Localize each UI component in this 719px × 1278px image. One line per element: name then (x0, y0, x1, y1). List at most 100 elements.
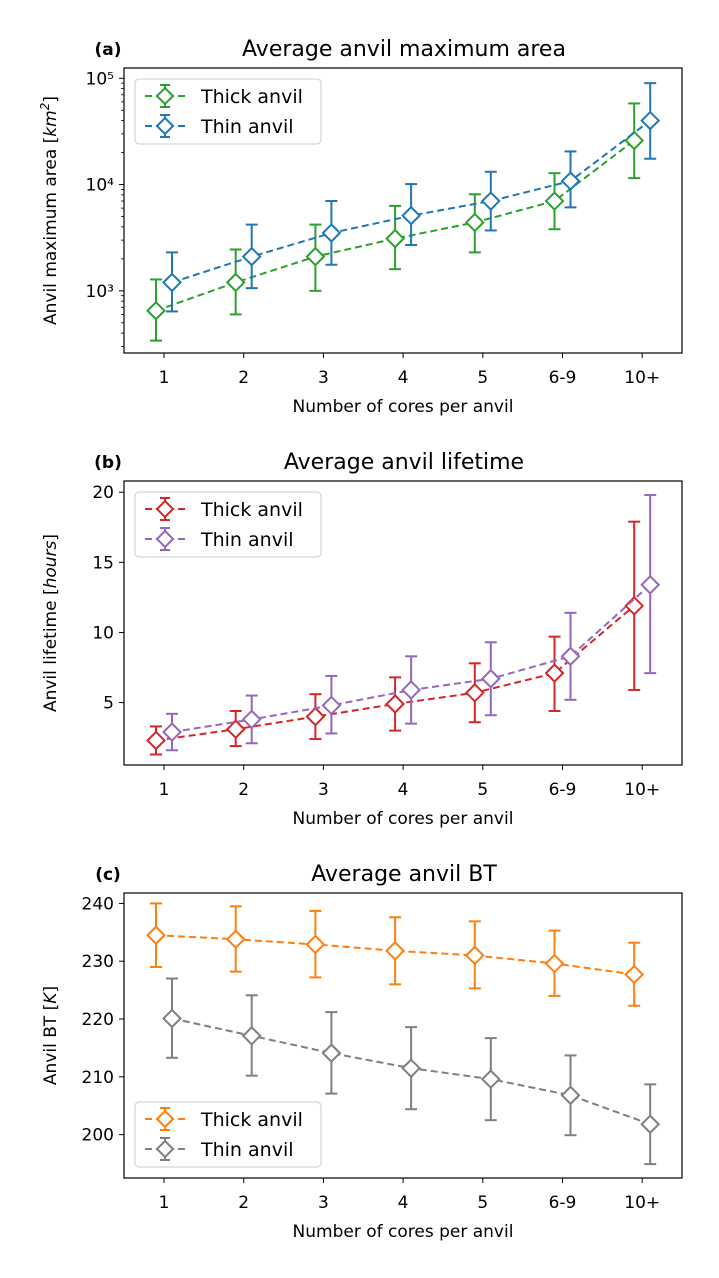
y-tick-label: 10⁴ (86, 176, 115, 196)
legend-marker (155, 1139, 175, 1159)
data-point (162, 1008, 182, 1029)
data-point (544, 953, 565, 974)
x-tick-label: 5 (477, 780, 488, 800)
data-point (305, 246, 326, 267)
panel-c: (c) Average anvil BT Number of cores per… (41, 862, 683, 1242)
legend-label: Thick anvil (200, 1109, 303, 1131)
data-point (640, 1114, 661, 1135)
data-point (464, 682, 485, 703)
data-point (321, 695, 342, 716)
data-point (241, 709, 262, 730)
x-tick-label: 1 (159, 368, 170, 388)
data-point (146, 300, 166, 321)
legend-label: Thin anvil (200, 1139, 294, 1161)
data-point (162, 272, 182, 293)
data-point (560, 171, 581, 191)
data-point (480, 668, 501, 689)
x-tick-label: 6-9 (549, 368, 577, 388)
panel-label: (a) (94, 40, 121, 60)
data-point (624, 130, 645, 151)
x-tick-label: 10+ (624, 1193, 660, 1213)
x-tick-label: 4 (398, 1193, 409, 1213)
legend-marker (155, 86, 175, 106)
data-point (225, 929, 246, 950)
x-tick-label: 4 (398, 780, 409, 800)
x-tick-label: 3 (318, 1193, 329, 1213)
chart-title: Average anvil maximum area (242, 37, 566, 62)
data-point (464, 945, 485, 966)
data-point (241, 1025, 262, 1046)
data-point (321, 1043, 342, 1064)
x-tick-label: 2 (238, 368, 249, 388)
x-tick-label: 5 (477, 368, 488, 388)
x-axis-label: Number of cores per anvil (293, 1222, 514, 1242)
y-tick-label: 10³ (86, 282, 114, 302)
data-point (640, 574, 661, 595)
x-tick-label: 4 (398, 368, 409, 388)
data-point (225, 272, 246, 293)
legend-label: Thin anvil (200, 529, 294, 551)
x-tick-label: 1 (159, 780, 170, 800)
y-tick-label: 220 (82, 1010, 114, 1030)
x-axis-label: Number of cores per anvil (293, 809, 514, 829)
legend-marker (155, 499, 175, 519)
legend-marker (155, 1109, 175, 1129)
data-point (624, 964, 645, 985)
legend-marker (155, 529, 175, 549)
panel-label: (b) (94, 453, 122, 473)
y-tick-label: 10 (92, 623, 114, 643)
legend-label: Thick anvil (200, 499, 303, 521)
x-tick-label: 2 (238, 780, 249, 800)
y-axis-label: Anvil maximum area [km2] (38, 96, 61, 325)
data-point (146, 730, 166, 751)
x-tick-label: 10+ (624, 368, 660, 388)
y-axis-label: Anvil lifetime [hours] (41, 534, 61, 712)
y-tick-label: 20 (92, 483, 114, 503)
chart-title: Average anvil BT (311, 862, 497, 887)
x-tick-label: 10+ (624, 780, 660, 800)
x-axis-label: Number of cores per anvil (293, 397, 514, 417)
x-tick-label: 2 (238, 1193, 249, 1213)
data-point (401, 680, 422, 700)
data-point (560, 646, 581, 667)
chart-title: Average anvil lifetime (284, 450, 524, 475)
legend-label: Thick anvil (200, 86, 303, 108)
data-point (241, 246, 262, 267)
data-point (225, 719, 246, 740)
y-tick-label: 230 (82, 952, 114, 972)
data-point (321, 223, 342, 243)
y-tick-label: 200 (82, 1126, 114, 1146)
data-point (401, 205, 422, 226)
y-tick-label: 210 (82, 1068, 114, 1088)
y-tick-label: 10⁵ (86, 69, 114, 89)
data-point (385, 228, 406, 249)
x-tick-label: 1 (159, 1193, 170, 1213)
data-point (146, 925, 166, 946)
data-point (544, 191, 565, 211)
data-point (480, 191, 501, 211)
legend-marker (155, 116, 175, 136)
x-tick-label: 6-9 (549, 1193, 577, 1213)
y-axis-label: Anvil BT [K] (41, 986, 61, 1085)
data-point (401, 1058, 422, 1079)
legend-label: Thin anvil (200, 116, 294, 138)
data-point (640, 110, 661, 131)
y-tick-label: 15 (92, 553, 114, 573)
data-point (560, 1085, 581, 1106)
panel-label: (c) (95, 865, 121, 885)
data-point (305, 706, 326, 727)
data-point (480, 1069, 501, 1090)
data-point (162, 722, 182, 742)
panel-b: (b) Average anvil lifetime Number of cor… (41, 450, 683, 829)
data-point (544, 663, 565, 684)
y-tick-label: 5 (103, 694, 114, 714)
data-point (305, 934, 326, 955)
data-point (464, 212, 485, 233)
panel-a: (a) Average anvil maximum area Number of… (38, 37, 683, 417)
x-tick-label: 3 (318, 780, 329, 800)
x-tick-label: 5 (477, 1193, 488, 1213)
x-tick-label: 6-9 (549, 780, 577, 800)
y-tick-label: 240 (82, 894, 114, 914)
data-point (385, 940, 406, 961)
